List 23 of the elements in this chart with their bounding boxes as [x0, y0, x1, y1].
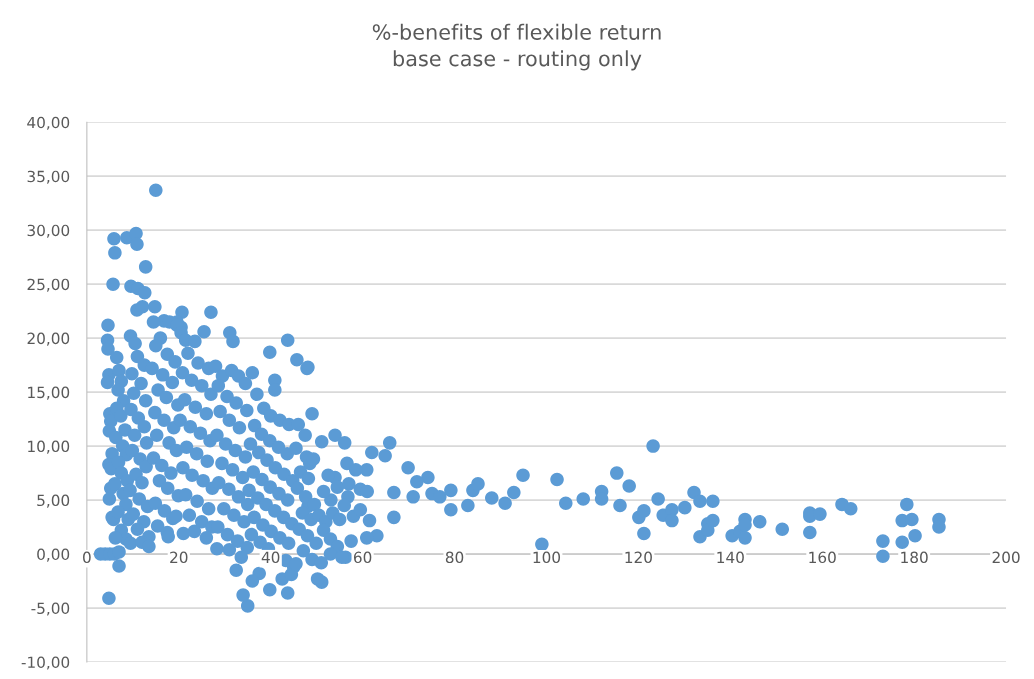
y-tick-label: 25,00 [27, 278, 70, 292]
chart-title: %-benefits of flexible return base case - routing only [372, 23, 661, 71]
y-tick-label: 20,00 [27, 332, 70, 346]
x-tick-label: 100 [533, 551, 561, 564]
x-tick-label: 160 [809, 551, 836, 564]
x-tick-label: 0 [83, 551, 91, 564]
y-tick-label: 5,00 [37, 494, 70, 508]
x-tick-label: 60 [353, 551, 372, 564]
x-tick-label: 20 [170, 551, 188, 564]
x-tick-label: 40 [261, 551, 280, 564]
y-tick-label: -10,00 [21, 656, 70, 670]
x-tick-label: 80 [445, 551, 464, 564]
y-tick-label: 35,00 [27, 170, 70, 184]
y-tick-label: -5,00 [31, 602, 70, 616]
x-tick-label: 120 [625, 551, 652, 564]
y-tick-label: 30,00 [27, 224, 70, 238]
x-tick-label: 200 [992, 551, 1020, 564]
y-tick-label: 15,00 [28, 386, 70, 400]
x-tick-label: 140 [717, 551, 744, 564]
y-tick-label: 40,00 [27, 116, 70, 130]
x-tick-label: 180 [901, 551, 928, 564]
y-tick-label: 10,00 [28, 440, 70, 454]
y-tick-label: 0,00 [37, 548, 70, 562]
